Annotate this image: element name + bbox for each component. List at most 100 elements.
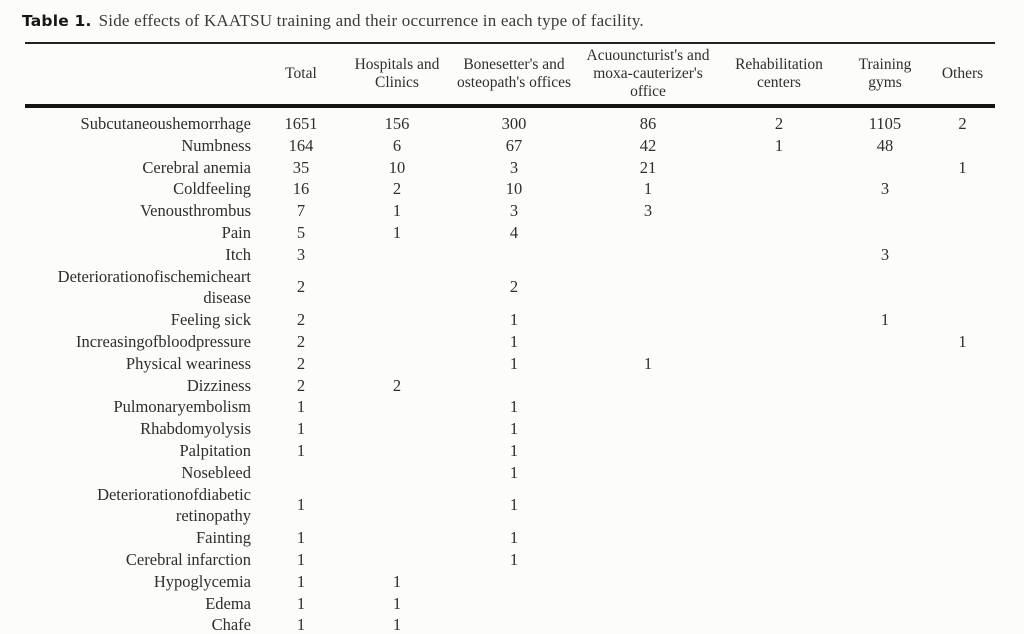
table-cell: 3	[509, 201, 519, 221]
table-cell: 2	[296, 310, 306, 330]
table-cell	[930, 549, 995, 571]
table-cell	[930, 178, 995, 200]
table-cell	[344, 418, 450, 440]
row-label: Cerebral infarction	[125, 549, 251, 569]
table-cell	[930, 614, 995, 634]
table-cell	[344, 462, 450, 484]
table-cell: 300	[501, 114, 527, 133]
table-cell: 4	[509, 222, 519, 242]
table-row: Pulmonaryembolism 1 1	[25, 396, 995, 418]
table-row: Deteriorationofischemicheart disease 2 2	[25, 266, 995, 310]
row-label: Deteriorationofischemicheart disease	[57, 266, 251, 308]
table-cell	[930, 244, 995, 266]
row-label: Nosebleed	[181, 462, 251, 482]
table-cell	[840, 266, 930, 310]
table-cell	[930, 462, 995, 484]
table-cell: 2	[958, 114, 967, 133]
table-cell: 7	[296, 201, 306, 221]
table-cell	[578, 593, 718, 615]
table-cell	[930, 375, 995, 397]
table-cell	[578, 527, 718, 549]
table-cell: 6	[392, 135, 402, 155]
table-cell	[344, 331, 450, 353]
table-cell	[344, 549, 450, 571]
row-label: Numbness	[181, 135, 251, 155]
row-label: Chafe	[211, 615, 251, 634]
table-cell: 2	[296, 277, 306, 297]
table-cell	[840, 157, 930, 179]
column-header: Training gyms	[858, 56, 912, 91]
table-cell	[840, 331, 930, 353]
table-cell: 1	[774, 135, 784, 155]
table-cell	[718, 353, 840, 375]
table-header: Total Hospitals and Clinics Bonesetter's a…	[25, 43, 995, 106]
table-cell	[578, 571, 718, 593]
table-cell	[450, 593, 578, 615]
row-label: Coldfeeling	[173, 179, 251, 199]
table-cell: 1	[296, 419, 306, 439]
table-cell	[450, 244, 578, 266]
table-cell	[930, 593, 995, 615]
table-cell	[930, 266, 995, 310]
table-row: Deteriorationofdiabetic retinopathy 1 1	[25, 484, 995, 528]
table-cell	[930, 222, 995, 244]
table-cell: 1651	[284, 114, 318, 133]
table-row: Cerebral infarction 1 1	[25, 549, 995, 571]
table-cell: 1	[509, 440, 519, 460]
row-label: Itch	[225, 244, 251, 264]
row-label: Subcutaneoushemorrhage	[80, 114, 251, 133]
table-cell	[718, 571, 840, 593]
table-cell	[718, 222, 840, 244]
table-cell	[344, 484, 450, 528]
table-cell	[258, 462, 344, 484]
table-cell	[840, 484, 930, 528]
table-cell: 42	[639, 135, 657, 155]
table-cell	[344, 266, 450, 310]
table-cell: 21	[639, 157, 657, 177]
table-row: Itch 3 3	[25, 244, 995, 266]
table-cell: 3	[880, 179, 890, 199]
table-cell	[718, 614, 840, 634]
table-caption-label: Table 1.	[22, 12, 92, 30]
table-cell	[718, 375, 840, 397]
table-cell	[718, 309, 840, 331]
column-header: Bonesetter's and osteopath's offices	[457, 56, 571, 91]
table-cell	[840, 527, 930, 549]
table-row: Coldfeeling 16 2 10 1 3	[25, 178, 995, 200]
table-cell: 1	[296, 495, 306, 515]
table-cell	[840, 614, 930, 634]
table-cell	[718, 178, 840, 200]
table-cell	[718, 593, 840, 615]
row-label: Dizziness	[186, 375, 251, 395]
table-cell: 2	[774, 114, 784, 133]
row-label: Deteriorationofdiabetic retinopathy	[97, 484, 251, 526]
table-cell	[718, 418, 840, 440]
table-cell: 2	[509, 277, 519, 297]
table-cell	[840, 200, 930, 222]
table-cell: 1	[509, 419, 519, 439]
table-cell: 1	[392, 201, 402, 221]
table-cell: 2	[296, 375, 306, 395]
table-cell: 16	[292, 179, 310, 199]
table-cell: 1	[958, 331, 967, 351]
table-row: Increasingofbloodpressure 2 1 1	[25, 331, 995, 353]
table-row: Rhabdomyolysis 1 1	[25, 418, 995, 440]
table-cell: 2	[392, 375, 402, 395]
table-cell	[578, 309, 718, 331]
column-header: Acuouncturist's and moxa-cauterizer's of…	[586, 47, 710, 100]
table-cell: 48	[876, 135, 894, 155]
table-cell	[930, 200, 995, 222]
table-cell	[718, 266, 840, 310]
table-cell: 1	[509, 462, 519, 482]
table-row: Cerebral anemia 35 10 3 21 1	[25, 157, 995, 179]
side-effects-table: Total Hospitals and Clinics Bonesetter's a…	[25, 42, 995, 634]
table-cell	[718, 462, 840, 484]
table-row: Feeling sick 2 1 1	[25, 309, 995, 331]
table-row: Edema 1 1	[25, 593, 995, 615]
table-cell	[718, 484, 840, 528]
table-cell: 1	[296, 571, 306, 591]
table-cell	[578, 266, 718, 310]
table-cell	[930, 571, 995, 593]
table-cell	[578, 396, 718, 418]
table-cell	[450, 375, 578, 397]
